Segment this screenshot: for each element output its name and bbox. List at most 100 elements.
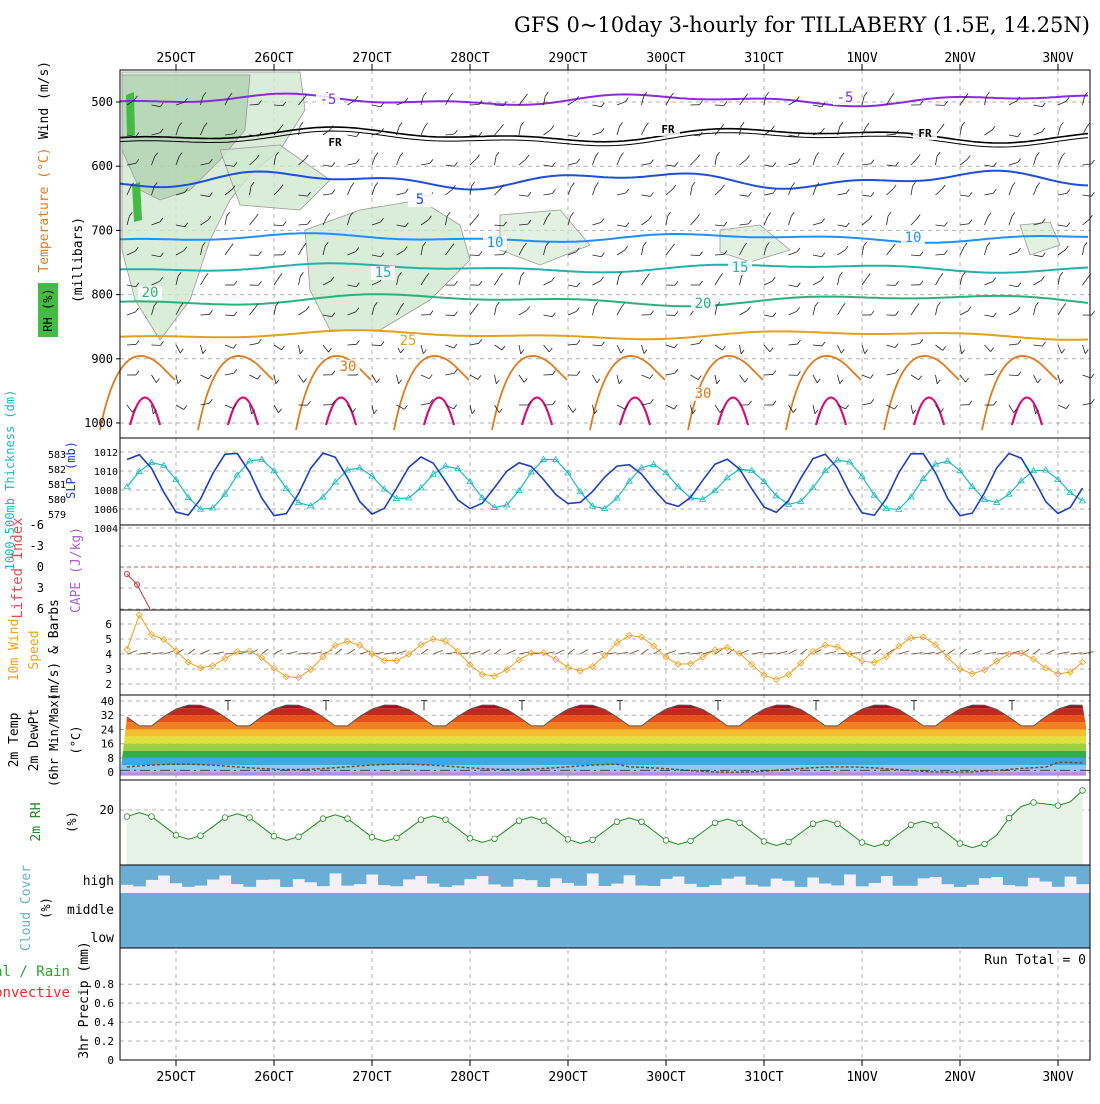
wind-barb (985, 246, 987, 255)
wind-barb (323, 130, 330, 135)
top-date-label: 28OCT (450, 51, 489, 66)
cloud-high-bar (525, 865, 538, 880)
wind-barb-flag (962, 272, 965, 276)
wind-barb-flag (675, 162, 678, 166)
rh2m-marker (516, 818, 522, 824)
wind10m-barb (262, 649, 268, 654)
cloud-high-bar (378, 865, 391, 885)
precip-ylabel-total: tal / Rain (0, 964, 70, 980)
wind-barb (740, 195, 749, 196)
cloud-high-bar (648, 865, 661, 886)
wind-barb (789, 252, 797, 255)
cloud-level-label: middle (67, 903, 114, 918)
contour-label: 15 (732, 260, 749, 276)
wind-barb (568, 187, 571, 195)
wind-barb-flag (870, 374, 873, 378)
rh2m-marker (908, 822, 914, 828)
cloud-high-bar (929, 865, 942, 877)
wind-barb (666, 405, 674, 409)
wind-barb (715, 189, 722, 195)
wind-barb-flag (1036, 152, 1039, 156)
ua-ylabel-temp: Temperature (°C) (37, 147, 52, 272)
ua-ylabel-rh: RH (%) (41, 288, 55, 331)
wind-barb-flag (454, 281, 457, 285)
wind-barb (887, 165, 896, 166)
slp-tick-label: 1008 (94, 486, 118, 497)
wind-barb-flag (450, 93, 453, 97)
wind-barb (789, 285, 798, 287)
wind-barb (936, 225, 945, 226)
cloud-high-bar (697, 865, 710, 887)
wind-barb-flag (375, 182, 378, 186)
wind-barb (936, 156, 938, 165)
wind-barb-flag (991, 348, 994, 352)
top-date-label: 25OCT (156, 51, 195, 66)
cloud-high-bar (390, 865, 403, 886)
temp-ylabel-2: 2m DewPt (27, 709, 42, 772)
wind-barb-flag (822, 128, 825, 132)
wind-barb (1034, 280, 1042, 285)
cloud-high-bar (121, 865, 134, 885)
wind-barb (642, 246, 644, 255)
wind10m-barb (666, 651, 676, 654)
wind-barb (1034, 105, 1043, 107)
wind-barb (813, 187, 816, 195)
wind-barb (617, 126, 620, 135)
wind-barb-flag (496, 380, 499, 384)
rh-high-patch (126, 92, 135, 135)
cloud-high-bar (635, 865, 648, 885)
wind-barb (862, 195, 871, 196)
wind-barb-flag (156, 379, 159, 383)
rh2m-marker (663, 838, 669, 844)
temp-contour-30 (198, 356, 273, 430)
wind-barb (838, 345, 842, 353)
wind-barb-flag (307, 401, 310, 405)
cloud-high-bar (1003, 865, 1016, 885)
wind-barb-flag (650, 192, 653, 196)
wind-barb-flag (967, 156, 970, 160)
wind-barb-flag (136, 340, 139, 344)
temp-tick-label: 40 (101, 695, 114, 708)
ua-tick-label: 800 (91, 288, 113, 302)
wind-barb-flag (351, 183, 354, 187)
wind-barb-flag (841, 153, 844, 157)
wind-barb (127, 405, 132, 412)
wind10m-barb (188, 649, 195, 654)
wind-barb (1009, 311, 1017, 315)
wind-barb-flag (748, 192, 751, 196)
wind-barb-flag (356, 159, 359, 163)
cape-ylabel-li: Lifted Index (10, 517, 26, 618)
wind-barb (1058, 193, 1067, 195)
rh2m-marker (418, 817, 424, 823)
temp-band (120, 729, 1086, 736)
wind10m-line (127, 615, 1083, 679)
wind-barb-flag (699, 252, 702, 256)
cloud-high-bar (243, 865, 256, 887)
wind-barb (519, 345, 521, 354)
wind-barb (764, 315, 773, 317)
wind-barb (642, 220, 649, 225)
contour-label: 5 (416, 192, 424, 208)
cape-tick-label: -6 (30, 518, 44, 532)
wind-barb-flag (283, 222, 286, 226)
wind-barb (544, 315, 553, 317)
cloud-high-bar (329, 865, 342, 873)
wind-barb-flag (454, 344, 457, 348)
wind-barb (470, 159, 476, 165)
cloud-high-bar (476, 865, 489, 876)
cloud-high-bar (537, 865, 550, 887)
wind-barb (691, 218, 697, 225)
wind-barb (299, 247, 304, 255)
wind-barb (225, 373, 234, 375)
cloud-high-bar (684, 865, 697, 884)
wind-barb (985, 130, 993, 135)
wind-barb (985, 281, 993, 285)
wind-barb-flag (577, 371, 580, 375)
wind-barb-flag (797, 371, 800, 375)
wind-barb-flag (822, 342, 825, 346)
wind-barb-flag (773, 370, 776, 374)
wind-barb-flag (577, 133, 580, 137)
contour-label: -5 (837, 90, 854, 106)
wind-barb (421, 403, 430, 405)
temp-contour-35 (620, 398, 650, 426)
